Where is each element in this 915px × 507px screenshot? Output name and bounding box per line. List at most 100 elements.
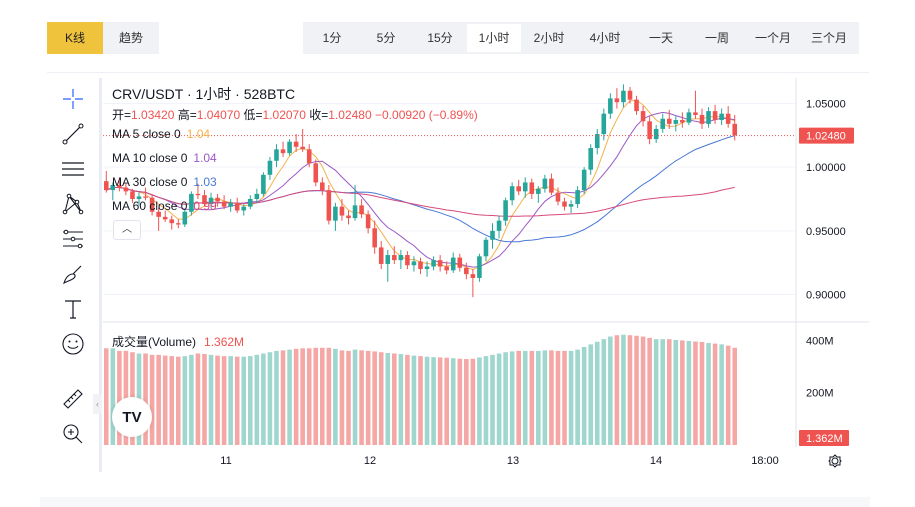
ma30-value: 1.03 (193, 175, 217, 189)
price-tick-label: 0.90000 (806, 290, 846, 302)
volume-bar (477, 357, 482, 445)
open-value: 1.03420 (131, 108, 175, 122)
time-tick-label: 13 (507, 455, 519, 467)
candle-body (542, 178, 548, 189)
interval-3mo[interactable]: 三个月 (810, 31, 847, 45)
interval-5m[interactable]: 5分 (376, 31, 396, 45)
price-tag (799, 127, 854, 144)
volume-bar (234, 356, 240, 445)
candle-body (300, 146, 305, 150)
candle-body (575, 190, 580, 205)
candle-body (405, 255, 410, 266)
interval-1w[interactable]: 一周 (704, 31, 729, 45)
crosshair-icon[interactable] (60, 86, 86, 112)
volume-bar (405, 354, 410, 445)
tab-trend[interactable]: 趋势 (103, 22, 159, 54)
ma5-label: MA 5 close 0 (112, 127, 181, 141)
candle-body (261, 174, 266, 194)
volume-bar (267, 352, 273, 445)
interval-4h[interactable]: 4小时 (589, 31, 621, 45)
candle-body (680, 120, 685, 123)
candle-body (529, 182, 535, 194)
volume-bar (660, 339, 666, 445)
volume-bar (647, 337, 652, 445)
ruler-icon[interactable] (60, 386, 86, 412)
candle-body (195, 193, 201, 196)
volume-bar (352, 349, 358, 445)
candle-body (110, 184, 116, 191)
volume-bar (725, 345, 731, 445)
bottom-strip (40, 497, 870, 507)
interval-bar: 1分 5分 15分 1小时 2小时 4小时 一天 一周 一个月 三个月 (303, 22, 859, 54)
price-tick-label: 0.95000 (806, 226, 846, 238)
candle-body (280, 149, 286, 154)
volume-bar (424, 356, 430, 445)
interval-1m[interactable]: 1分 (322, 31, 342, 45)
volume-legend: 成交量(Volume) 1.362M (112, 333, 244, 350)
low-label: 低= (243, 108, 263, 122)
volume-bar (653, 339, 659, 445)
volume-bar (221, 356, 227, 445)
volume-bar (601, 339, 607, 445)
volume-bar (608, 336, 613, 445)
close-value: 1.02480 (328, 108, 372, 122)
candle-body (634, 99, 639, 112)
candle-body (333, 206, 338, 221)
ma60-legend: MA 60 close 0 0.99 (112, 199, 217, 213)
volume-bar (313, 347, 319, 445)
chart-title: CRV/USDT · 1小时 · 528BTC (112, 86, 296, 102)
volume-bar (182, 356, 188, 445)
interval-15m[interactable]: 15分 (427, 31, 453, 45)
candle-body (149, 197, 155, 212)
toolbar-collapse-button[interactable]: ‹ (93, 394, 102, 414)
ma30-legend: MA 30 close 0 1.03 (112, 175, 217, 189)
candle-body (385, 255, 391, 264)
volume-bar (431, 357, 436, 445)
volume-bar (149, 354, 155, 445)
volume-bar (274, 350, 279, 445)
zoom-in-icon[interactable] (60, 421, 86, 447)
candle-body (293, 141, 299, 147)
brush-icon[interactable] (60, 261, 86, 287)
interval-1mo[interactable]: 一个月 (754, 31, 791, 45)
candle-body (320, 182, 325, 191)
volume-bar (248, 356, 253, 445)
volume-bar (509, 351, 515, 445)
high-label: 高= (177, 108, 197, 122)
volume-bar (581, 346, 587, 445)
candle-body (608, 98, 613, 114)
volume-bar (503, 352, 508, 445)
candle-body (673, 120, 679, 124)
tradingview-logo[interactable]: TV (112, 397, 152, 437)
volume-bar (208, 354, 214, 445)
emoji-icon[interactable] (60, 331, 86, 357)
volume-bar (143, 353, 148, 445)
gear-icon[interactable] (828, 454, 842, 468)
fib-retracement-icon[interactable] (60, 226, 86, 252)
ma10-label: MA 10 close 0 (112, 151, 188, 165)
candle-body (103, 181, 109, 191)
interval-1h[interactable]: 1小时 (467, 24, 521, 52)
volume-bar (529, 350, 535, 445)
volume-bar (378, 352, 384, 445)
chart-panel (47, 72, 869, 477)
trend-line-icon[interactable] (60, 121, 86, 147)
tab-kline[interactable]: K线 (47, 22, 103, 54)
candle-body (359, 205, 364, 215)
pattern-icon[interactable] (60, 191, 86, 217)
candle-body (457, 257, 463, 268)
candle-body (346, 215, 351, 219)
volume-bar (673, 339, 679, 445)
volume-bar (175, 356, 181, 445)
interval-2h[interactable]: 2小时 (533, 31, 565, 45)
volume-bar (254, 354, 260, 445)
candle-body (621, 90, 626, 103)
time-tick-label: 11 (220, 455, 231, 467)
horizontal-lines-icon[interactable] (60, 156, 86, 182)
text-icon[interactable] (60, 296, 86, 322)
ma60-value: 0.99 (193, 199, 217, 213)
interval-1d[interactable]: 一天 (648, 31, 673, 45)
chevron-up-icon[interactable]: ︿ (113, 220, 141, 240)
candle-body (130, 191, 135, 199)
